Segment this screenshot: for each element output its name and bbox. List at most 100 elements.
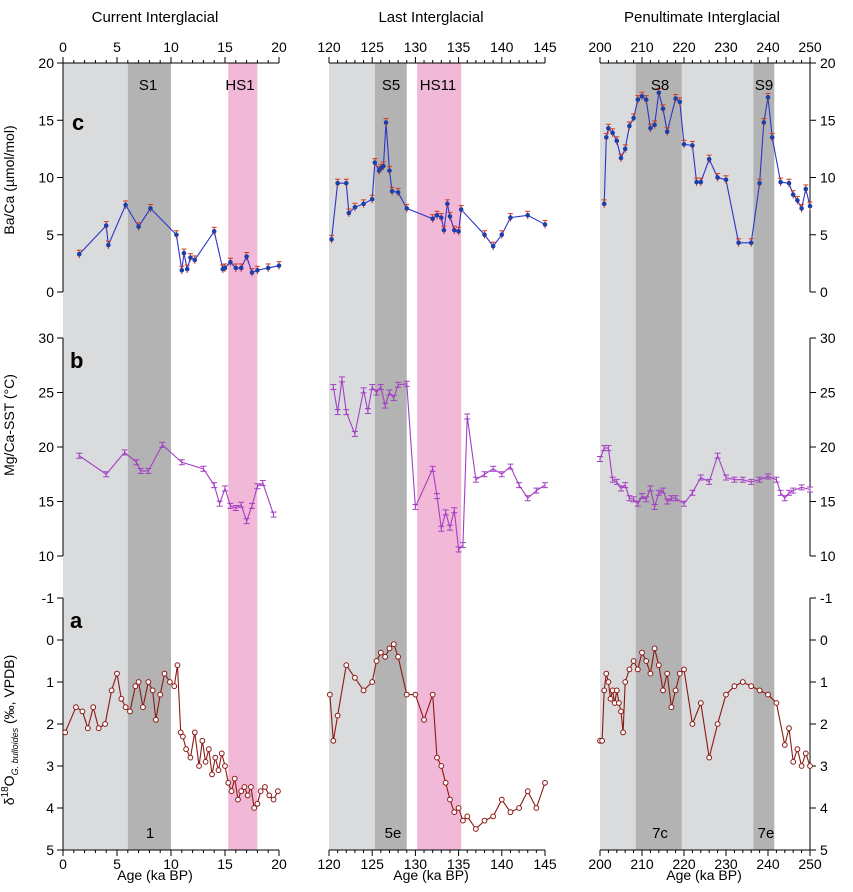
x-tick-label-bottom: 0: [59, 856, 67, 872]
data-point-d18o: [102, 721, 109, 727]
data-point-d18o: [152, 716, 159, 723]
panel-title-last: Last Interglacial: [378, 9, 483, 26]
row-letter-b: b: [70, 348, 83, 373]
data-point-d18o: [507, 809, 514, 816]
data-point-d18o: [618, 708, 624, 715]
data-point-ba-ca: [136, 224, 141, 230]
y-tick-label: 4: [820, 800, 828, 816]
data-point-ba-ca: [458, 207, 464, 212]
data-point-d18o: [205, 746, 212, 753]
x-tick-label-bottom: 230: [714, 856, 738, 872]
data-point-ba-ca: [265, 265, 271, 271]
data-point-d18o: [434, 754, 440, 761]
data-point-d18o: [73, 704, 79, 711]
data-point-d18o: [639, 649, 645, 656]
data-point-ba-ca: [369, 196, 375, 202]
data-point-d18o: [369, 679, 376, 685]
data-point-d18o: [199, 737, 206, 744]
data-point-ba-ca: [181, 250, 187, 256]
data-point-d18o: [183, 746, 190, 753]
data-point-d18o: [330, 737, 337, 744]
x-tick-label-bottom: 130: [404, 856, 428, 872]
data-point-d18o: [660, 687, 666, 694]
x-tick-label-top: 120: [317, 39, 341, 55]
data-point-d18o: [765, 691, 771, 698]
data-point-d18o: [352, 674, 358, 681]
y-tick-label: 20: [820, 439, 836, 455]
data-point-ba-ca: [765, 95, 771, 100]
data-point-d18o: [145, 679, 152, 685]
y-tick-label: 2: [46, 716, 54, 732]
ylabel-ba-ca: Ba/Ca (µmol/mol): [1, 125, 17, 234]
y-tick-label: -1: [42, 590, 55, 606]
data-point-d18o: [132, 683, 139, 690]
data-point-ba-ca: [664, 129, 670, 134]
series-line-mgcasst: [332, 379, 546, 551]
ylabel-d18o-suffix: (‰, VPDB): [1, 655, 17, 728]
data-point-d18o: [756, 687, 763, 694]
data-point-d18o: [676, 670, 683, 677]
data-point-ba-ca: [652, 122, 657, 128]
data-point-ba-ca: [361, 201, 366, 207]
data-point-ba-ca: [723, 177, 729, 183]
data-point-ba-ca: [352, 204, 358, 210]
ylabel-mg-ca-sst: Mg/Ca-SST (°C): [1, 374, 17, 476]
ylabel-d18o: δ18OG. bulloides (‰, VPDB): [0, 655, 20, 805]
data-point-ba-ca: [807, 203, 813, 209]
shade-band: [329, 63, 375, 850]
data-point-d18o: [651, 645, 658, 652]
data-point-ba-ca: [639, 93, 645, 99]
data-point-d18o: [244, 792, 251, 799]
data-point-d18o: [248, 784, 254, 790]
data-point-ba-ca: [179, 267, 185, 273]
data-point-d18o: [802, 750, 809, 757]
data-point-ba-ca: [795, 198, 800, 203]
panel-title-current: Current Interglacial: [92, 9, 219, 26]
xlabel-last: Age (ka BP): [393, 867, 468, 883]
data-point-ba-ca: [525, 212, 531, 218]
x-tick-label-top: 125: [361, 39, 385, 55]
shaded-intervals: [63, 63, 775, 850]
x-tick-label-bottom: 200: [588, 856, 612, 872]
y-tick-label: 15: [820, 112, 836, 128]
x-tick-label-top: 250: [798, 39, 822, 55]
panel-title-penultimate: Penultimate Interglacial: [624, 9, 780, 26]
data-point-d18o: [174, 662, 181, 669]
data-point-ba-ca: [192, 257, 198, 263]
data-point-d18o: [533, 805, 540, 811]
data-point-d18o: [429, 691, 436, 698]
data-point-d18o: [490, 813, 497, 820]
data-point-d18o: [343, 662, 350, 669]
x-tick-label-bottom: 120: [317, 856, 341, 872]
data-point-d18o: [90, 704, 97, 711]
data-point-ba-ca: [482, 232, 487, 238]
x-tick-label-top: 0: [59, 39, 67, 55]
y-tick-label: 5: [820, 842, 828, 858]
y-tick-label: 15: [820, 494, 836, 510]
stage-label-s8: S8: [651, 77, 669, 94]
data-point-d18o: [382, 653, 389, 660]
data-point-d18o: [481, 817, 488, 824]
data-point-d18o: [127, 708, 133, 715]
data-point-d18o: [616, 700, 622, 706]
y-tick-label: 30: [820, 330, 836, 346]
x-tick-label-top: 20: [271, 39, 287, 55]
data-point-d18o: [739, 679, 746, 685]
data-point-d18o: [114, 670, 120, 677]
y-tick-label: 1: [820, 674, 828, 690]
data-point-d18o: [643, 658, 650, 664]
data-point-d18o: [266, 792, 273, 799]
data-point-d18o: [386, 645, 393, 652]
axes: 0055101015152020051015201015202530-10123…: [38, 39, 835, 872]
data-point-ba-ca: [606, 125, 611, 131]
data-point-d18o: [807, 763, 813, 769]
ylabel-d18o-prefix: δ: [1, 797, 17, 805]
shade-band: [228, 63, 258, 850]
data-point-ba-ca: [673, 96, 678, 101]
data-point-d18o: [108, 687, 115, 694]
data-point-ba-ca: [106, 242, 111, 248]
x-tick-label-bottom: 140: [490, 856, 514, 872]
data-point-d18o: [472, 826, 479, 832]
ylabel-d18o-sub: G. bulloides: [10, 727, 20, 775]
